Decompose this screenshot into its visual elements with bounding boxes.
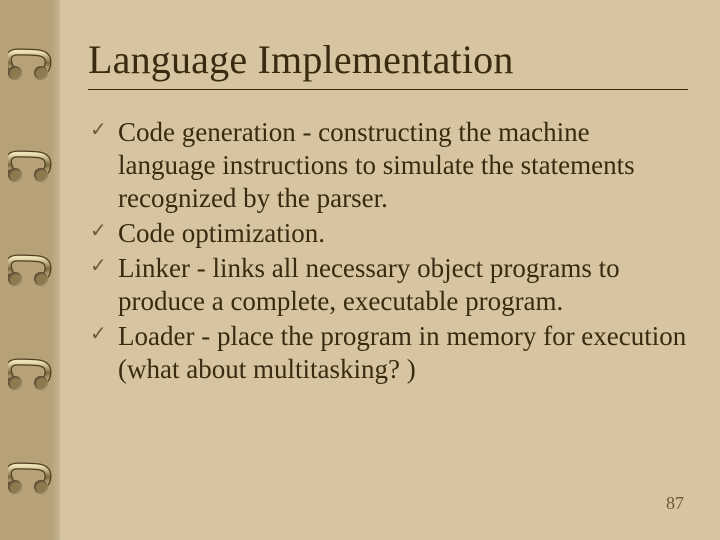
slide-number: 87 [666,493,684,514]
bullet-list: ✓ Code generation - constructing the mac… [88,116,688,386]
binder-ring-icon [8,254,52,284]
checkmark-icon: ✓ [90,324,107,344]
binder-hole [34,480,48,494]
bullet-text: Code generation - constructing the machi… [118,117,635,213]
slide-title: Language Implementation [88,36,690,83]
checkmark-icon: ✓ [90,256,107,276]
binder-ring-icon [8,462,52,492]
binder-hole [8,272,22,286]
bullet-text: Loader - place the program in memory for… [118,321,686,384]
binder-hole [8,66,22,80]
binder-ring-icon [8,48,52,78]
binder-hole [8,480,22,494]
checkmark-icon: ✓ [90,120,107,140]
slide-content: Language Implementation ✓ Code generatio… [88,36,690,386]
binder-hole [34,272,48,286]
bullet-text: Code optimization. [118,218,325,248]
slide: Language Implementation ✓ Code generatio… [0,0,720,540]
bullet-item: ✓ Code generation - constructing the mac… [88,116,688,215]
bullet-item: ✓ Loader - place the program in memory f… [88,320,688,386]
binder-hole [8,376,22,390]
binder-hole [34,376,48,390]
binder-hole [8,168,22,182]
bullet-item: ✓ Code optimization. [88,217,688,250]
binder-hole [34,168,48,182]
binder-strip [0,0,60,540]
bullet-item: ✓ Linker - links all necessary object pr… [88,252,688,318]
binder-ring-icon [8,358,52,388]
bullet-text: Linker - links all necessary object prog… [118,253,620,316]
binder-ring-icon [8,150,52,180]
title-rule [88,89,688,90]
checkmark-icon: ✓ [90,221,107,241]
binder-hole [34,66,48,80]
